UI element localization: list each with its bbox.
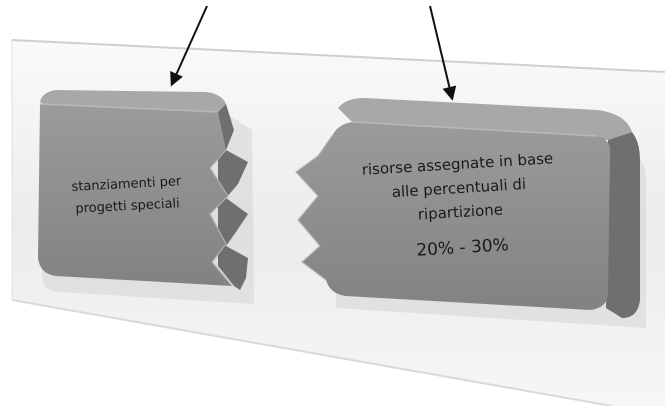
right-arrow xyxy=(429,5,457,101)
left-block-label: stanziamenti per progetti speciali xyxy=(61,171,193,222)
right-block-label: risorse assegnate in base alle percentua… xyxy=(337,145,583,267)
left-block xyxy=(38,90,254,304)
right-block xyxy=(295,98,646,328)
left-arrow xyxy=(170,5,208,87)
